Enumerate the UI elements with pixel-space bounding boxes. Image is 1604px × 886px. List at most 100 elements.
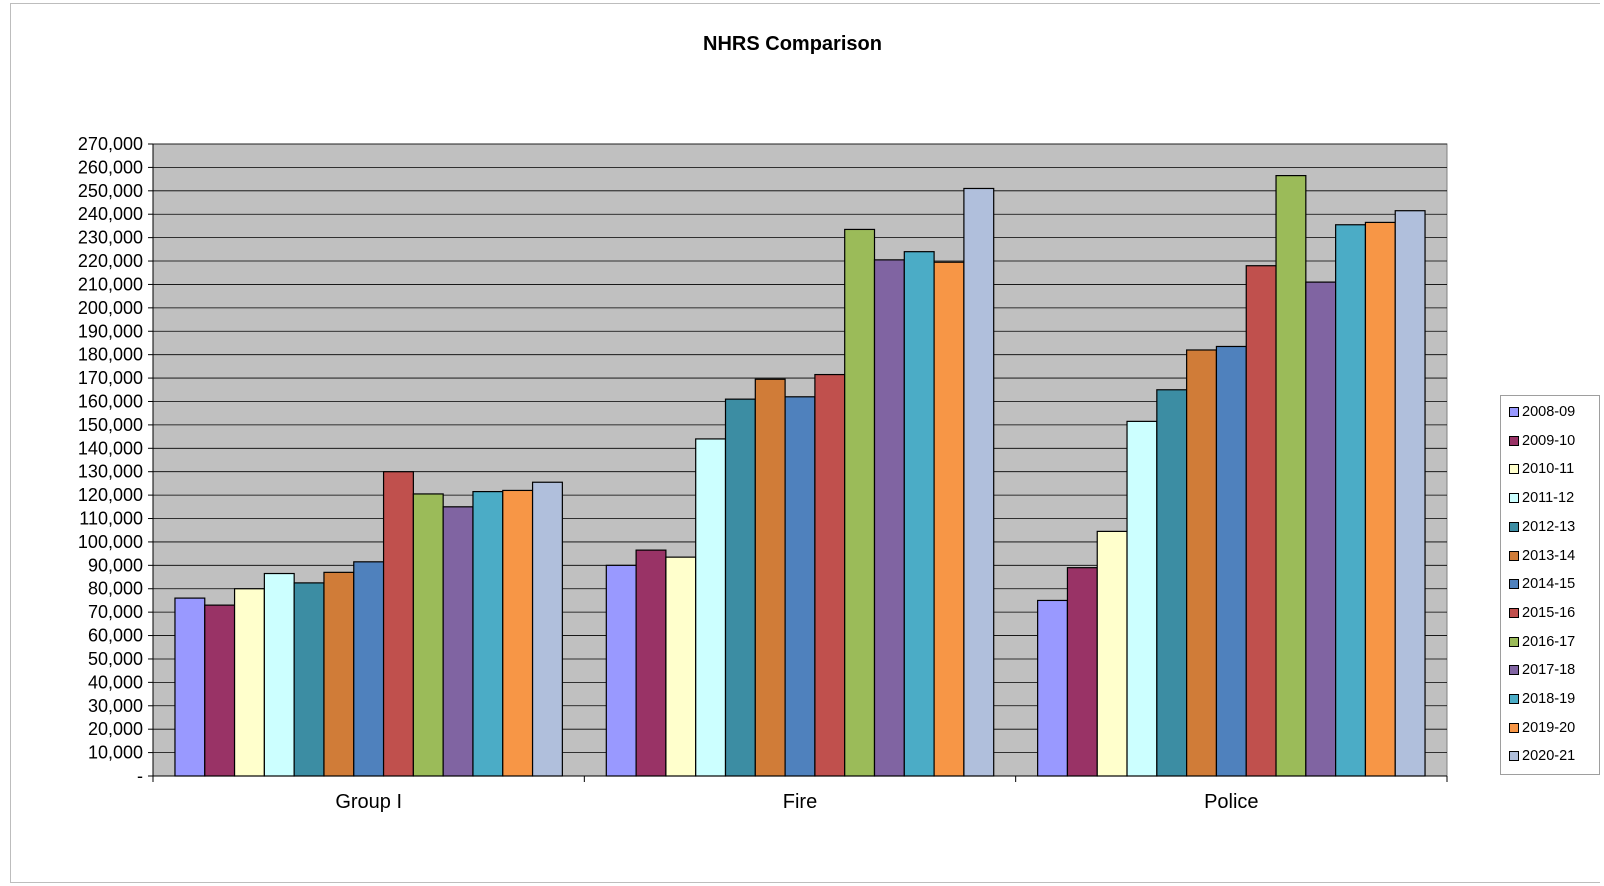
y-tick-label: 170,000 bbox=[78, 368, 143, 388]
legend-item: 2013-14 bbox=[1509, 546, 1575, 566]
bar-2014-15 bbox=[784, 396, 816, 777]
y-tick-label: 230,000 bbox=[78, 228, 143, 248]
bar-2014-15 bbox=[353, 561, 385, 777]
bar-2011-12 bbox=[263, 572, 295, 777]
legend-swatch bbox=[1509, 751, 1519, 762]
bar-2017-18 bbox=[442, 506, 474, 777]
bar-2012-13 bbox=[724, 398, 756, 777]
y-tick-label: 240,000 bbox=[78, 204, 143, 224]
bar-2009-10 bbox=[1066, 567, 1098, 777]
bar-2010-11 bbox=[665, 556, 697, 777]
legend-label: 2013-14 bbox=[1522, 547, 1576, 564]
y-tick-label: 190,000 bbox=[78, 321, 143, 341]
bar-2013-14 bbox=[1186, 349, 1218, 777]
y-tick-label: 220,000 bbox=[78, 251, 143, 271]
bar-2008-09 bbox=[1037, 599, 1069, 777]
bar-2018-19 bbox=[472, 491, 504, 777]
legend-swatch bbox=[1509, 607, 1519, 618]
bar-2008-09 bbox=[605, 564, 637, 777]
legend-swatch bbox=[1509, 521, 1519, 532]
bar-2017-18 bbox=[1305, 281, 1337, 777]
bar-2009-10 bbox=[635, 549, 667, 777]
bar-2016-17 bbox=[844, 228, 876, 777]
x-category-label: Police bbox=[1204, 791, 1258, 813]
y-tick-label: 160,000 bbox=[78, 391, 143, 411]
bar-2020-21 bbox=[1394, 210, 1426, 777]
legend-item: 2016-17 bbox=[1509, 632, 1575, 652]
legend-swatch bbox=[1509, 722, 1519, 733]
legend-swatch bbox=[1509, 665, 1519, 676]
bar-2013-14 bbox=[754, 378, 786, 777]
legend-item: 2011-12 bbox=[1509, 488, 1574, 508]
chart-legend: 2008-09 2009-10 2010-11 2011-12 2012-13 2013-… bbox=[1500, 395, 1600, 775]
legend-label: 2018-19 bbox=[1522, 691, 1576, 707]
legend-label: 2010-11 bbox=[1522, 461, 1575, 478]
y-tick-label: - bbox=[137, 766, 143, 786]
bar-2020-21 bbox=[531, 481, 563, 777]
legend-item: 2015-16 bbox=[1509, 603, 1575, 623]
bar-2011-12 bbox=[695, 438, 727, 777]
legend-label: 2016-17 bbox=[1522, 633, 1576, 650]
legend-item: 2020-21 bbox=[1509, 746, 1575, 766]
bar-2012-13 bbox=[293, 582, 325, 777]
y-tick-label: 80,000 bbox=[88, 579, 143, 599]
x-category-label: Fire bbox=[783, 791, 817, 813]
bar-2015-16 bbox=[814, 373, 846, 777]
y-tick-label: 30,000 bbox=[88, 696, 143, 716]
legend-item: 2018-19 bbox=[1509, 689, 1575, 709]
bar-2013-14 bbox=[323, 571, 355, 777]
legend-swatch bbox=[1509, 407, 1519, 417]
bar-2019-20 bbox=[502, 489, 534, 777]
legend-swatch bbox=[1509, 694, 1519, 704]
legend-label: 2009-10 bbox=[1522, 432, 1576, 449]
legend-swatch bbox=[1509, 579, 1519, 590]
legend-label: 2012-13 bbox=[1522, 518, 1576, 535]
bar-2016-17 bbox=[412, 493, 444, 777]
legend-item: 2012-13 bbox=[1509, 517, 1575, 537]
bar-2017-18 bbox=[873, 259, 905, 777]
y-tick-label: 70,000 bbox=[88, 602, 143, 622]
legend-item: 2017-18 bbox=[1509, 660, 1575, 680]
y-tick-label: 250,000 bbox=[78, 181, 143, 201]
legend-label: 2008-09 bbox=[1522, 404, 1576, 420]
bar-2011-12 bbox=[1126, 420, 1158, 777]
bar-2015-16 bbox=[1245, 265, 1277, 777]
legend-label: 2017-18 bbox=[1522, 662, 1576, 679]
legend-item: 2014-15 bbox=[1509, 574, 1575, 594]
bar-2012-13 bbox=[1156, 389, 1188, 777]
bar-2014-15 bbox=[1215, 345, 1247, 777]
bar-2019-20 bbox=[1364, 221, 1396, 777]
bar-2018-19 bbox=[903, 251, 935, 777]
legend-swatch bbox=[1509, 435, 1519, 446]
bar-2010-11 bbox=[233, 588, 265, 777]
y-tick-label: 150,000 bbox=[78, 415, 143, 435]
y-tick-label: 140,000 bbox=[78, 438, 143, 458]
y-tick-label: 20,000 bbox=[88, 719, 143, 739]
chart-title: NHRS Comparison bbox=[703, 33, 882, 55]
x-category-label: Group I bbox=[335, 791, 402, 813]
legend-label: 2015-16 bbox=[1522, 604, 1576, 621]
legend-swatch bbox=[1509, 636, 1519, 647]
bar-2019-20 bbox=[933, 261, 965, 777]
legend-item: 2019-20 bbox=[1509, 718, 1575, 738]
y-tick-label: 130,000 bbox=[78, 462, 143, 482]
y-tick-label: 110,000 bbox=[79, 509, 143, 529]
y-tick-label: 270,000 bbox=[78, 134, 143, 154]
y-tick-label: 100,000 bbox=[78, 532, 143, 552]
legend-label: 2019-20 bbox=[1522, 719, 1576, 736]
legend-item: 2010-11 bbox=[1509, 459, 1574, 479]
bar-2008-09 bbox=[174, 597, 206, 777]
y-tick-label: 90,000 bbox=[88, 555, 143, 575]
legend-item: 2008-09 bbox=[1509, 402, 1575, 422]
y-tick-label: 10,000 bbox=[88, 743, 143, 763]
legend-item: 2009-10 bbox=[1509, 431, 1575, 451]
y-tick-label: 60,000 bbox=[88, 626, 143, 646]
bar-2018-19 bbox=[1335, 224, 1367, 777]
y-tick-label: 210,000 bbox=[78, 274, 143, 294]
y-tick-label: 120,000 bbox=[78, 485, 143, 505]
legend-swatch bbox=[1509, 493, 1519, 504]
bar-2010-11 bbox=[1096, 530, 1128, 777]
bar-2015-16 bbox=[382, 471, 414, 777]
legend-label: 2014-15 bbox=[1522, 576, 1576, 593]
